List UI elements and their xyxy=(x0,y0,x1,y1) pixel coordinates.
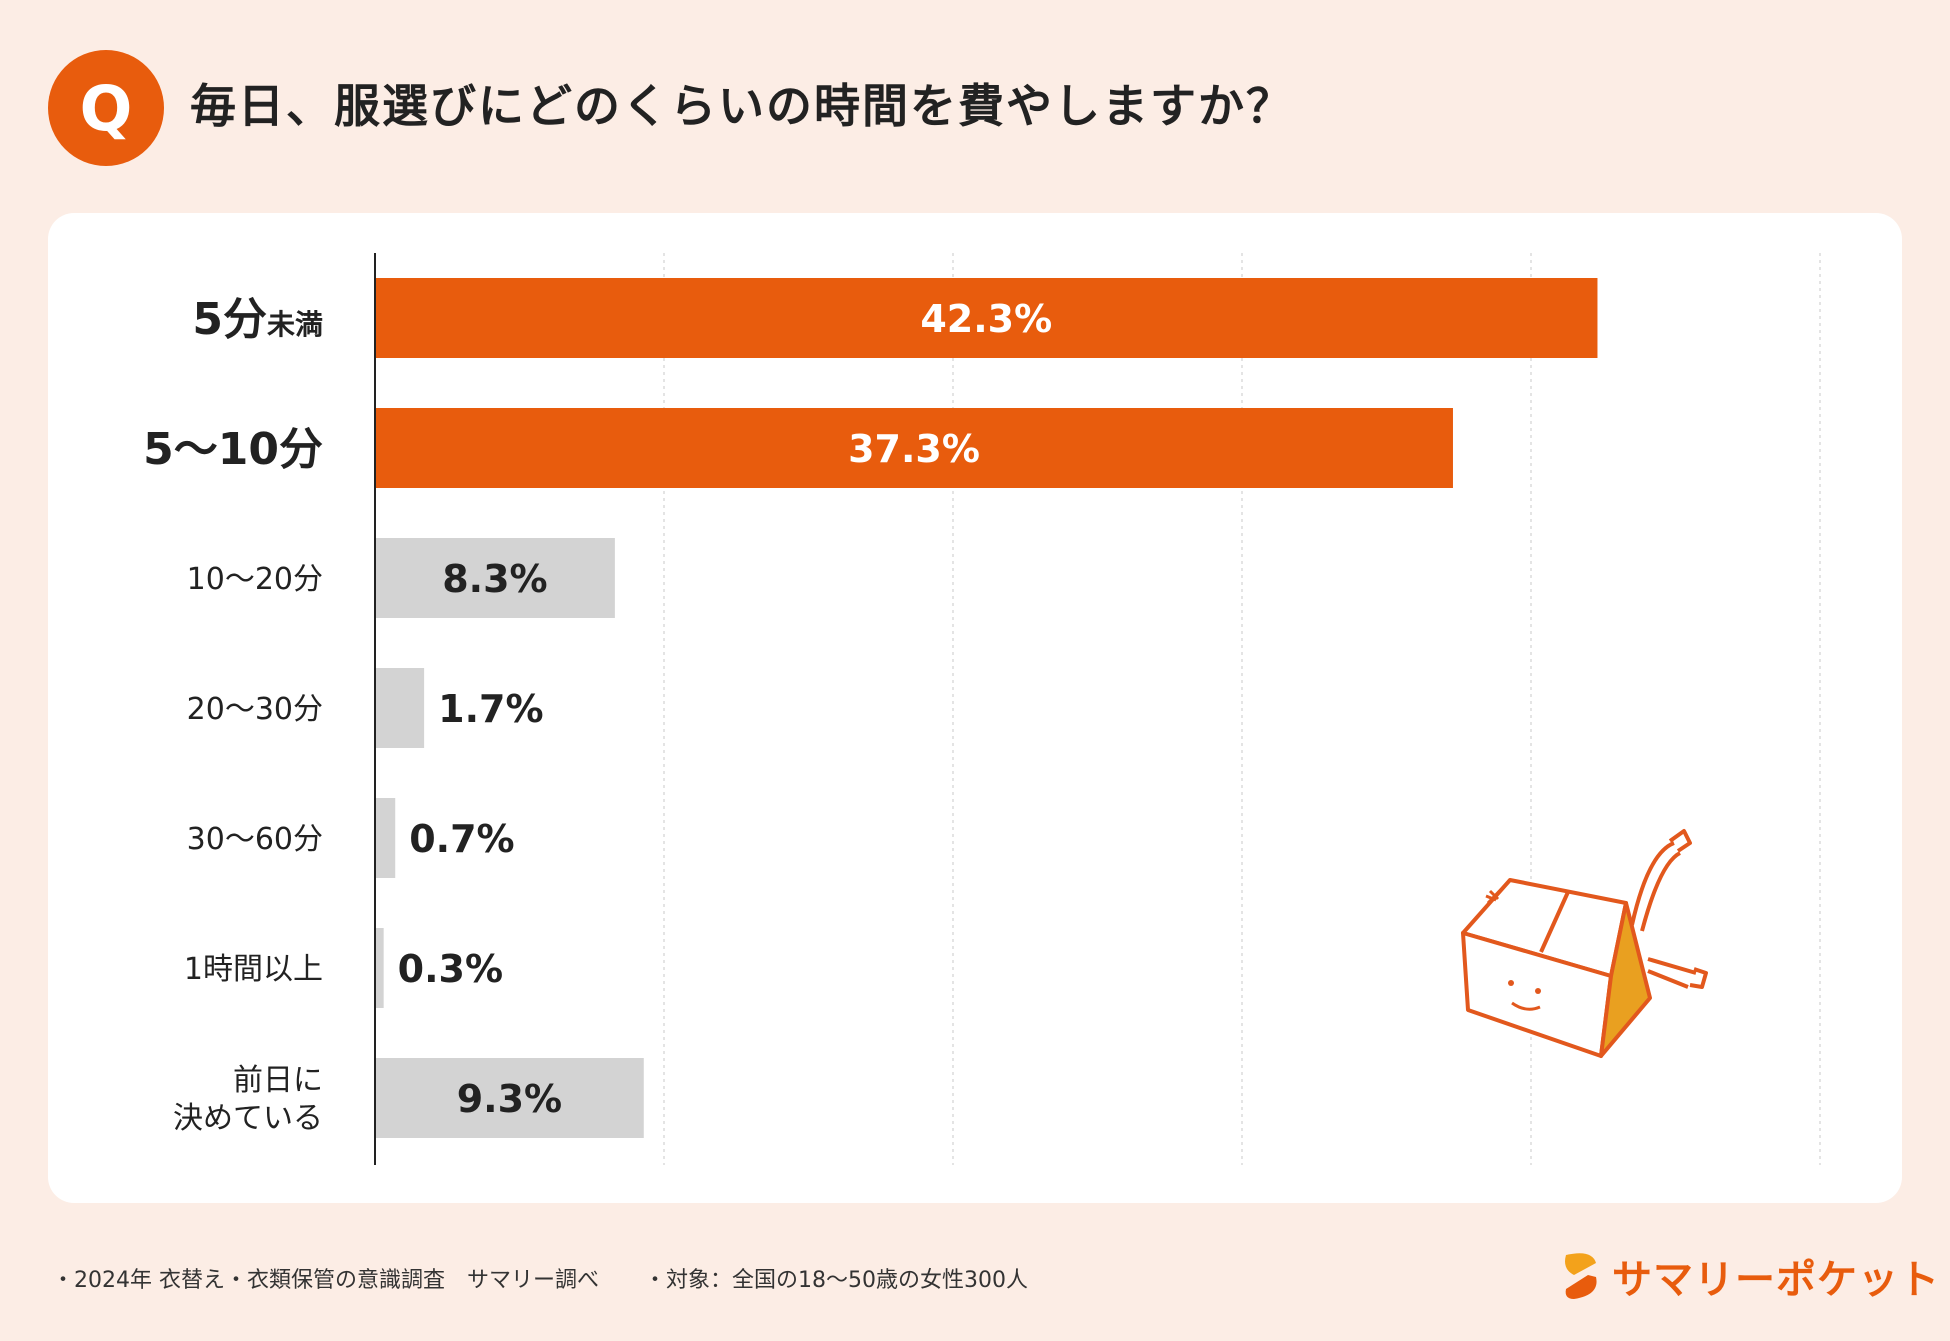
footnote: ・2024年 衣替え・衣類保管の意識調査 サマリー調べ ・対象：全国の18〜50… xyxy=(52,1262,1066,1294)
source-note: ・2024年 衣替え・衣類保管の意識調査 サマリー調べ xyxy=(52,1268,599,1293)
target-note: ・対象：全国の18〜50歳の女性300人 xyxy=(643,1268,1028,1293)
bar xyxy=(375,408,1453,488)
page-title: 毎日、服選びにどのくらいの時間を費やしますか？ xyxy=(190,79,1294,133)
value-label: 1.7% xyxy=(438,687,543,731)
bar xyxy=(375,1058,644,1138)
box-mascot-illustration xyxy=(1461,829,1708,1058)
value-label: 9.3% xyxy=(457,1077,562,1121)
bar xyxy=(375,798,396,878)
bar-chart: 42.3% 5分未満 37.3% 5〜10分 8.3% 10〜20分 1.7% 20〜30分 0… xyxy=(143,253,1821,1165)
bar xyxy=(375,928,384,1008)
value-label: 42.3% xyxy=(920,297,1052,341)
chart-panel: 42.3% 5分未満 37.3% 5〜10分 8.3% 10〜20分 1.7% 20〜30分 0… xyxy=(48,213,1902,1203)
value-label: 0.3% xyxy=(398,947,503,991)
brand-s-icon xyxy=(1565,1253,1597,1299)
value-label: 37.3% xyxy=(848,427,980,471)
value-label: 8.3% xyxy=(442,557,547,601)
category-label: 1時間以上 xyxy=(184,952,323,987)
category-label: 5分未満 xyxy=(192,294,323,345)
bar xyxy=(375,668,425,748)
brand-logo: サマリーポケット xyxy=(1560,1248,1940,1304)
value-label: 0.7% xyxy=(409,817,514,861)
category-label: 前日に決めている xyxy=(173,1063,323,1136)
brand-name: サマリーポケット xyxy=(1612,1257,1940,1303)
category-label: 5〜10分 xyxy=(143,424,323,475)
category-label: 20〜30分 xyxy=(187,692,323,727)
category-label: 30〜60分 xyxy=(187,822,323,857)
category-label: 10〜20分 xyxy=(187,562,323,597)
bar xyxy=(375,538,615,618)
bar xyxy=(375,278,1598,358)
q-badge: Q xyxy=(48,50,164,166)
